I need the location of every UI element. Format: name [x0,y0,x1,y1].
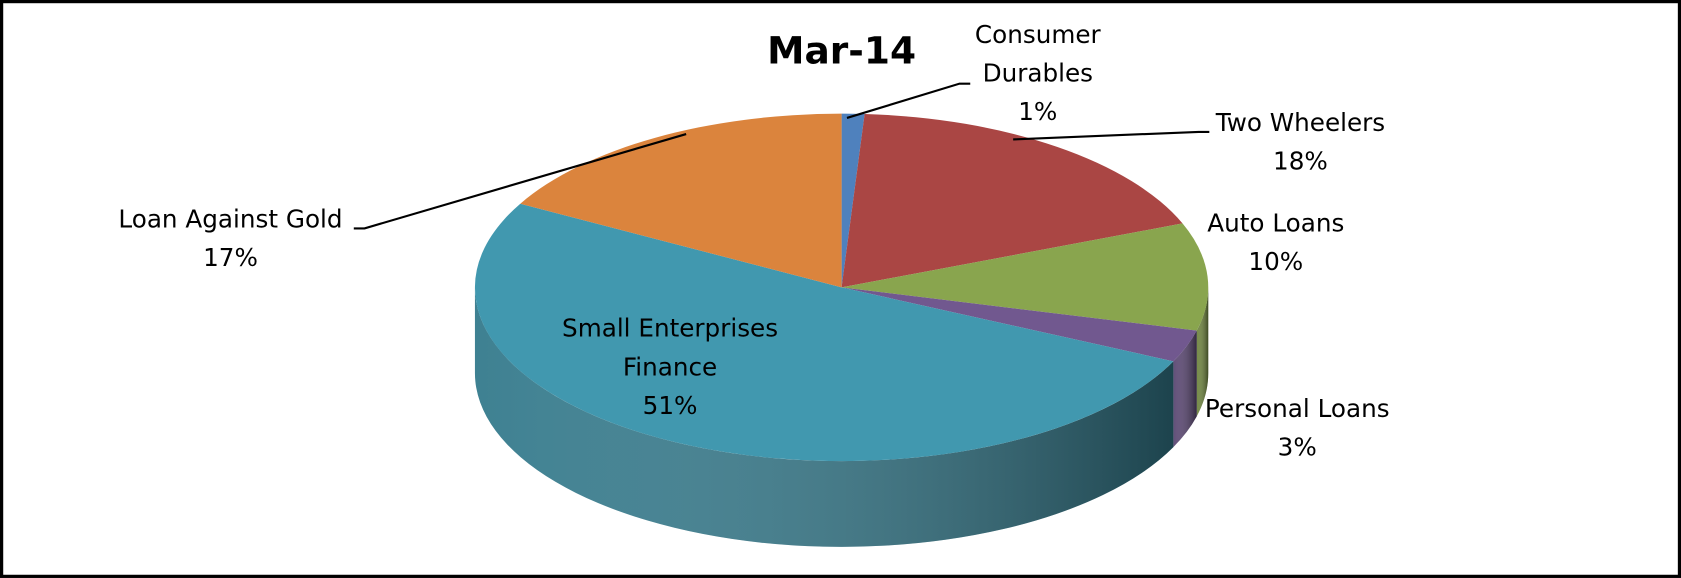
data-label: Personal Loans 3% [1179,390,1415,467]
data-label: Small Enterprises Finance 51% [541,310,798,426]
category-label: Small Enterprises Finance [562,315,779,382]
value-label: 18% [1273,147,1328,176]
pie-slice [841,114,1183,288]
data-label: Loan Against Gold 17% [96,201,364,278]
category-label: Personal Loans [1204,395,1390,424]
data-label: Consumer Durables 1% [941,16,1134,132]
value-label: 3% [1277,434,1317,463]
value-label: 51% [642,392,698,421]
pie-slice [474,203,1174,462]
pie-slice [841,223,1209,331]
category-label: Consumer Durables [974,21,1101,88]
data-label: Auto Loans 10% [1169,205,1383,282]
pie-slice [520,113,842,288]
data-label: Two Wheelers 18% [1183,104,1419,181]
slice-side-shade [474,287,1174,547]
value-label: 10% [1248,248,1304,277]
value-label: 1% [1018,98,1058,127]
leader-lines [353,82,1210,230]
category-label: Loan Against Gold [118,205,343,234]
slice-side-shade [1173,330,1197,448]
chart-title: Mar-14 [767,30,917,73]
slice-side-shade [1196,287,1209,417]
pie-slice [841,113,865,288]
leader-line [353,133,687,230]
pie-slice [841,287,1197,362]
category-label: Two Wheelers [1215,109,1386,138]
category-label: Auto Loans [1207,210,1345,239]
leader-line [846,82,971,119]
value-label: 17% [203,244,258,273]
leader-line [1013,130,1210,141]
